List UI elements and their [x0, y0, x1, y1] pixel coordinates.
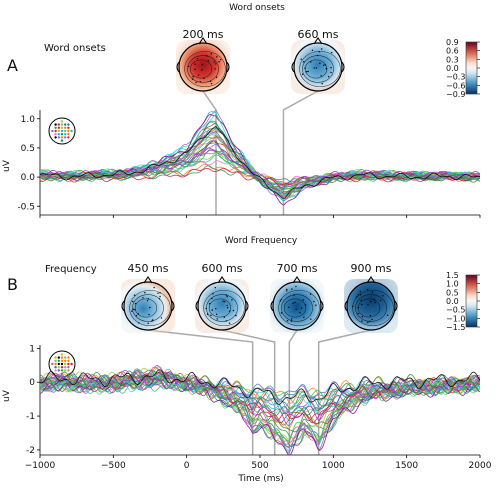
channel-trace — [40, 366, 480, 445]
y-tick-label: 1 — [29, 344, 35, 354]
topo-a1-time: 200 ms — [183, 28, 224, 41]
topomap-600-ms — [195, 276, 249, 333]
colorbar-tick-label: −0.6 — [446, 81, 465, 90]
erp-traces-b — [40, 364, 480, 455]
channel-trace — [40, 128, 480, 198]
channel-trace — [40, 140, 480, 193]
channel-trace — [40, 134, 480, 199]
channel-trace — [40, 126, 480, 199]
colorbar-a-ticks: 0.90.60.30.0−0.3−0.6−0.9 — [446, 38, 480, 99]
topomap-200-ms — [176, 37, 230, 94]
colorbar-tick-label: 1.0 — [446, 280, 459, 289]
electrode-layout-icon-b — [48, 350, 76, 378]
topomap-660-ms — [291, 37, 345, 94]
y-tick-label: 0 — [29, 378, 35, 388]
channel-trace — [40, 150, 480, 188]
colorbar-tick-label: 0.9 — [446, 38, 459, 47]
colorbar-tick-label: −0.3 — [446, 73, 465, 82]
colorbar-tick-label: 1.5 — [446, 271, 459, 280]
channel-trace — [40, 130, 480, 195]
panel-a-label: Word onsets — [44, 43, 106, 54]
channel-trace — [40, 131, 480, 196]
panel-a-letter: A — [7, 56, 18, 75]
topomap-450-ms — [121, 276, 175, 333]
channel-trace — [40, 369, 480, 448]
time-connector — [147, 329, 254, 455]
channel-trace — [40, 371, 480, 427]
time-connector — [317, 329, 372, 455]
x-tick-label: 500 — [251, 461, 268, 471]
colorbar-tick-label: −1.5 — [446, 323, 465, 332]
channel-trace — [40, 111, 480, 202]
x-tick-label: 1500 — [395, 461, 418, 471]
topo-b1-time: 450 ms — [128, 262, 169, 275]
colorbar-tick-label: 0.0 — [446, 64, 459, 73]
topo-b4-time: 900 ms — [351, 262, 392, 275]
colorbar-tick-label: 0.3 — [446, 55, 459, 64]
colorbar-tick-label: 0.0 — [446, 297, 459, 306]
channel-trace — [40, 136, 480, 194]
channel-trace — [40, 165, 480, 184]
channel-trace — [40, 114, 480, 206]
channel-trace — [40, 369, 480, 405]
panel-b-ylabel: uV — [2, 389, 12, 402]
x-axis-label: Time (ms) — [237, 474, 283, 484]
colorbar-b-ticks: 1.51.00.50.0−0.5−1.0−1.5 — [446, 271, 480, 332]
panel-b-label: Frequency — [45, 264, 97, 275]
channel-trace — [40, 127, 480, 197]
channel-trace — [40, 374, 480, 417]
channel-trace — [40, 110, 480, 201]
colorbar-tick-label: −1.0 — [446, 314, 465, 323]
x-tick-label: −500 — [101, 461, 126, 471]
topo-b2-time: 600 ms — [202, 262, 243, 275]
topomap-700-ms — [270, 276, 324, 333]
channel-trace — [40, 122, 480, 199]
y-tick-label: -2 — [26, 446, 35, 456]
colorbar-tick-label: −0.5 — [446, 306, 465, 315]
x-tick-label: 1000 — [322, 461, 345, 471]
axis-a: 1.0 0.5 0.0 -0.5 — [17, 110, 481, 218]
x-tick-label: 2000 — [469, 461, 492, 471]
axis-b: 1 0 -1 -2 −1000 −500 0 500 1000 1500 2000 — [25, 344, 492, 471]
panel-a-ylabel: uV — [2, 159, 12, 172]
panel-a-title: Word onsets — [229, 3, 285, 13]
panel-b-title: Word Frequency — [225, 236, 298, 246]
x-tick-label: −1000 — [25, 461, 56, 471]
colorbar-b — [465, 274, 478, 328]
electrode-layout-icon-a — [48, 117, 76, 145]
channel-trace — [40, 371, 480, 455]
colorbar-tick-label: 0.6 — [446, 47, 459, 56]
channel-trace — [40, 136, 480, 197]
panel-b-letter: B — [7, 275, 18, 294]
x-tick-label: 0 — [184, 461, 190, 471]
y-tick-label: 0.0 — [21, 173, 36, 183]
time-connector — [282, 90, 319, 215]
colorbar-tick-label: 0.5 — [446, 288, 459, 297]
erp-traces-a — [40, 110, 480, 206]
y-tick-label: -0.5 — [17, 202, 35, 212]
y-tick-label: 1.0 — [21, 115, 36, 125]
channel-trace — [40, 167, 480, 186]
colorbar-a — [465, 41, 478, 95]
topomaps — [121, 37, 398, 333]
topo-a2-time: 660 ms — [298, 28, 339, 41]
topomap-900-ms — [344, 276, 398, 333]
channel-trace — [40, 114, 480, 196]
colorbar-tick-label: −0.9 — [446, 90, 465, 99]
topo-b3-time: 700 ms — [277, 262, 318, 275]
channel-trace — [40, 121, 480, 197]
channel-trace — [40, 375, 480, 406]
y-tick-label: -1 — [26, 412, 35, 422]
y-tick-label: 0.5 — [21, 144, 35, 154]
